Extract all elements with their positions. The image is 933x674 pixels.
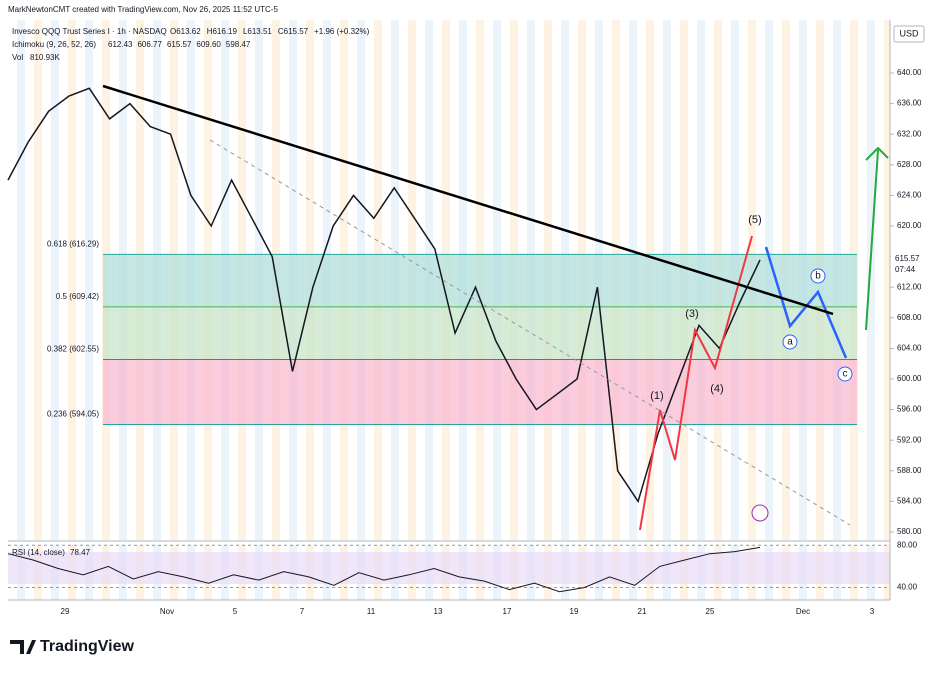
rsi-tick-label: 80.00 <box>897 540 918 549</box>
y-tick-label: 580.00 <box>897 527 922 536</box>
x-tick-label: Dec <box>796 607 810 616</box>
credit: MarkNewtonCMT created with TradingView.c… <box>8 5 278 14</box>
y-tick-label: 624.00 <box>897 191 922 200</box>
rsi-line <box>7 546 761 593</box>
projection-marker <box>782 334 798 350</box>
projection-marker <box>810 268 826 284</box>
brand: TradingView <box>40 638 135 655</box>
projection-marker <box>837 366 853 382</box>
currency: USD <box>899 28 919 38</box>
ohlc-value: O613.62 <box>170 27 201 36</box>
wave-label: (4) <box>710 383 723 395</box>
y-tick-label: 632.00 <box>897 129 922 138</box>
y-tick-label: 628.00 <box>897 160 922 169</box>
price-line <box>7 87 761 504</box>
x-tick-label: 21 <box>638 607 647 616</box>
fib-label: 0.5 (609.42) <box>56 292 99 301</box>
footer <box>0 623 933 669</box>
projection-label: c <box>843 369 848 380</box>
wave-path <box>639 235 753 531</box>
event-marker <box>751 504 769 522</box>
brand-logo <box>10 640 36 654</box>
fib-zone <box>103 359 857 425</box>
x-tick-label: Nov <box>160 607 174 616</box>
countdown: 07:44 <box>895 265 916 274</box>
wave-label: (5) <box>748 214 761 226</box>
ohlc-value: +1.96 (+0.32%) <box>314 27 369 36</box>
x-tick-label: 13 <box>434 607 443 616</box>
fib-label: 0.382 (602.55) <box>47 345 99 354</box>
symbol: Invesco QQQ Trust Series I · 1h · NASDAQ <box>12 27 167 36</box>
ohlc-value: C615.57 <box>278 27 309 36</box>
wave-label: (1) <box>650 390 663 402</box>
y-tick-label: 640.00 <box>897 68 922 77</box>
y-tick-label: 620.00 <box>897 221 922 230</box>
y-tick-label: 608.00 <box>897 313 922 322</box>
x-tick-label: 5 <box>233 607 238 616</box>
wave-label: (3) <box>685 308 698 320</box>
projection-label: b <box>815 271 821 282</box>
y-tick-label: 584.00 <box>897 497 922 506</box>
last-price-box <box>891 251 933 276</box>
volume-value: 810.93K <box>30 53 60 62</box>
ichimoku-label: Ichimoku (9, 26, 52, 26) <box>12 40 96 49</box>
ohlc-value: L613.51 <box>243 27 272 36</box>
x-tick-label: 19 <box>570 607 579 616</box>
ichimoku-value: 609.60 <box>196 40 221 49</box>
rsi-tick-label: 40.00 <box>897 583 918 592</box>
y-tick-label: 636.00 <box>897 99 922 108</box>
y-tick-label: 596.00 <box>897 405 922 414</box>
y-tick-label: 600.00 <box>897 374 922 383</box>
rsi-value: 78.47 <box>70 548 91 557</box>
volume-label: Vol <box>12 53 23 62</box>
ichimoku-value: 612.43 <box>108 40 133 49</box>
y-tick-label: 612.00 <box>897 282 922 291</box>
x-tick-label: 11 <box>367 607 376 616</box>
fib-zone <box>103 306 857 360</box>
x-tick-label: 7 <box>300 607 305 616</box>
x-tick-label: 3 <box>870 607 875 616</box>
ohlc-value: H616.19 <box>207 27 238 36</box>
last-price: 615.57 <box>895 254 920 263</box>
currency-box <box>893 25 925 43</box>
projection-label: a <box>787 337 793 348</box>
y-tick-label: 604.00 <box>897 344 922 353</box>
target-arrow <box>865 149 879 331</box>
ichimoku-value: 598.47 <box>226 40 251 49</box>
ichimoku-value: 615.57 <box>167 40 192 49</box>
projection-path <box>764 246 848 359</box>
y-tick-label: 592.00 <box>897 435 922 444</box>
trendline <box>102 84 834 316</box>
rsi-band <box>8 552 890 584</box>
y-tick-label: 588.00 <box>897 466 922 475</box>
fib-label: 0.618 (616.29) <box>47 239 99 248</box>
rsi-label: RSI (14, close) <box>12 548 65 557</box>
x-tick-label: 25 <box>706 607 715 616</box>
x-tick-label: 17 <box>503 607 512 616</box>
target-arrow-head <box>865 146 889 161</box>
x-tick-label: 29 <box>61 607 70 616</box>
fib-label: 0.236 (594.05) <box>47 410 99 419</box>
ichimoku-value: 606.77 <box>137 40 162 49</box>
